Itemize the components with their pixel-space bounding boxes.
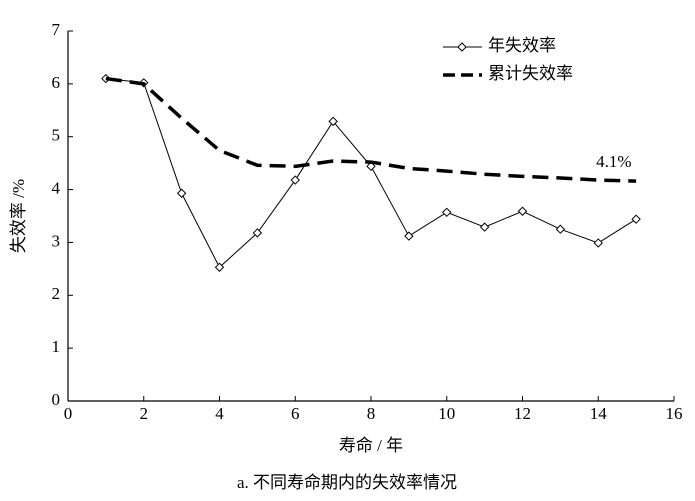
- point: [214, 262, 225, 272]
- y-tick-label: 0: [52, 390, 61, 409]
- point: [176, 188, 187, 198]
- y-tick-label: 4: [52, 178, 61, 197]
- point: [479, 222, 490, 232]
- point: [290, 175, 300, 185]
- x-tick-label: 16: [666, 404, 683, 423]
- y-tick-label: 3: [52, 231, 61, 250]
- point: [631, 214, 641, 224]
- x-tick-label: 8: [367, 404, 376, 423]
- point: [442, 207, 452, 218]
- x-tick-label: 6: [291, 404, 300, 423]
- point: [404, 231, 414, 241]
- legend-label: 累计失效率: [488, 64, 573, 83]
- x-tick-label: 10: [438, 404, 455, 423]
- point: [593, 238, 603, 248]
- series-line: [105, 76, 637, 183]
- x-tick-label: 14: [590, 404, 608, 423]
- caption: a. 不同寿命期内的失效率情况: [237, 473, 457, 492]
- point: [366, 161, 376, 172]
- x-tick-label: 4: [215, 404, 224, 423]
- y-tick-label: 5: [52, 126, 61, 145]
- y-tick-label: 7: [52, 20, 61, 39]
- x-tick-label: 0: [64, 404, 73, 423]
- x-tick-label: 12: [514, 404, 531, 423]
- annotation: 4.1%: [596, 152, 631, 171]
- point: [328, 116, 338, 127]
- x-axis-label: 寿命 / 年: [339, 436, 403, 455]
- point: [517, 206, 528, 216]
- y-tick-label: 6: [52, 73, 61, 92]
- point: [555, 224, 566, 234]
- y-tick-label: 1: [52, 337, 61, 356]
- y-axis-label: 失效率 /%: [9, 179, 28, 253]
- series-line: [105, 78, 637, 269]
- y-tick-label: 2: [52, 284, 61, 303]
- x-tick-label: 2: [140, 404, 149, 423]
- legend-marker: [457, 42, 467, 52]
- point: [252, 228, 263, 238]
- legend-label: 年失效率: [488, 36, 556, 55]
